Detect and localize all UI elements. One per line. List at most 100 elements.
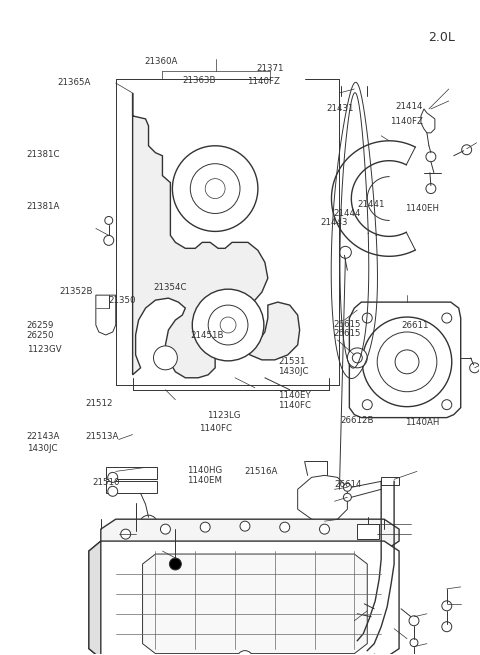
Circle shape [220, 317, 236, 333]
Text: 1140EY: 1140EY [278, 392, 311, 400]
Text: 21451B: 21451B [190, 331, 223, 340]
Circle shape [144, 520, 153, 528]
Text: 21363B: 21363B [183, 77, 216, 85]
Circle shape [410, 639, 418, 646]
Text: 21516A: 21516A [245, 467, 278, 476]
Circle shape [320, 524, 329, 534]
Text: 26611: 26611 [401, 321, 429, 330]
Circle shape [360, 529, 369, 539]
Circle shape [208, 305, 248, 345]
Circle shape [339, 246, 351, 258]
Circle shape [120, 529, 131, 539]
Circle shape [442, 400, 452, 409]
Text: 21381A: 21381A [27, 202, 60, 212]
Text: 1140EH: 1140EH [405, 204, 439, 213]
Bar [106, 481, 157, 493]
Text: 21431: 21431 [326, 104, 353, 113]
Circle shape [280, 522, 290, 532]
Circle shape [409, 616, 419, 626]
Text: 21365A: 21365A [58, 79, 91, 87]
Circle shape [442, 313, 452, 323]
Circle shape [104, 235, 114, 246]
Polygon shape [143, 554, 367, 654]
Circle shape [348, 348, 367, 368]
Polygon shape [101, 519, 399, 551]
Text: 26250: 26250 [27, 331, 54, 340]
Circle shape [240, 521, 250, 531]
Circle shape [366, 646, 382, 655]
Text: 21444: 21444 [333, 209, 360, 218]
Polygon shape [349, 302, 461, 418]
Circle shape [160, 524, 170, 534]
Text: 1430JC: 1430JC [278, 367, 309, 375]
Circle shape [469, 363, 480, 373]
Bar [106, 468, 157, 479]
Circle shape [154, 346, 178, 370]
Text: 21381C: 21381C [27, 150, 60, 159]
Circle shape [377, 332, 437, 392]
Text: 26612B: 26612B [340, 415, 374, 424]
Text: 1430JC: 1430JC [27, 443, 57, 453]
Circle shape [343, 483, 351, 491]
Text: 21360A: 21360A [144, 57, 178, 66]
Bar [357, 524, 379, 539]
Text: 26615: 26615 [333, 320, 360, 329]
Text: 21513A: 21513A [85, 432, 118, 441]
Circle shape [462, 145, 472, 155]
Text: 21350: 21350 [109, 296, 136, 305]
Text: 26614: 26614 [335, 480, 362, 489]
Circle shape [140, 515, 157, 533]
Text: 1140FZ: 1140FZ [390, 117, 423, 126]
Circle shape [105, 216, 113, 225]
Circle shape [442, 622, 452, 631]
Text: 21352B: 21352B [60, 287, 93, 296]
Polygon shape [89, 541, 101, 655]
Circle shape [108, 472, 118, 482]
Polygon shape [89, 541, 399, 655]
Circle shape [362, 400, 372, 409]
Circle shape [426, 152, 436, 162]
Text: 1140EM: 1140EM [187, 476, 222, 485]
Polygon shape [421, 109, 435, 133]
Text: 26615: 26615 [333, 329, 360, 339]
Text: 1140HG: 1140HG [187, 466, 222, 475]
Text: 21531: 21531 [278, 357, 306, 366]
Circle shape [395, 350, 419, 374]
Circle shape [352, 353, 362, 363]
Circle shape [108, 486, 118, 496]
Circle shape [362, 317, 452, 407]
Text: 21510: 21510 [92, 477, 120, 487]
Text: 21371: 21371 [257, 64, 284, 73]
Bar [361, 644, 389, 655]
Text: 21441: 21441 [357, 200, 384, 210]
Text: 1123LG: 1123LG [206, 411, 240, 420]
Text: 22143A: 22143A [27, 432, 60, 441]
Text: 1140FZ: 1140FZ [247, 77, 280, 86]
Text: 26259: 26259 [27, 321, 54, 330]
Text: 1140FC: 1140FC [278, 402, 311, 410]
Polygon shape [132, 93, 300, 378]
Text: 1123GV: 1123GV [27, 345, 61, 354]
Circle shape [131, 529, 141, 539]
Circle shape [442, 601, 452, 611]
Text: 1140AH: 1140AH [405, 417, 439, 426]
Circle shape [192, 289, 264, 361]
Circle shape [200, 522, 210, 532]
Text: 21354C: 21354C [153, 283, 187, 292]
Circle shape [205, 179, 225, 198]
Circle shape [362, 313, 372, 323]
Text: 2.0L: 2.0L [428, 31, 455, 44]
Circle shape [169, 558, 181, 570]
Circle shape [172, 146, 258, 231]
Text: 21443: 21443 [320, 218, 348, 227]
Circle shape [426, 183, 436, 194]
Bar [381, 477, 399, 485]
Text: 21414: 21414 [395, 102, 422, 111]
Circle shape [343, 493, 351, 501]
Circle shape [190, 164, 240, 214]
Circle shape [237, 650, 253, 655]
Polygon shape [298, 476, 348, 521]
Text: 21512: 21512 [85, 400, 112, 408]
Text: 1140FC: 1140FC [199, 424, 232, 433]
Polygon shape [96, 295, 116, 335]
